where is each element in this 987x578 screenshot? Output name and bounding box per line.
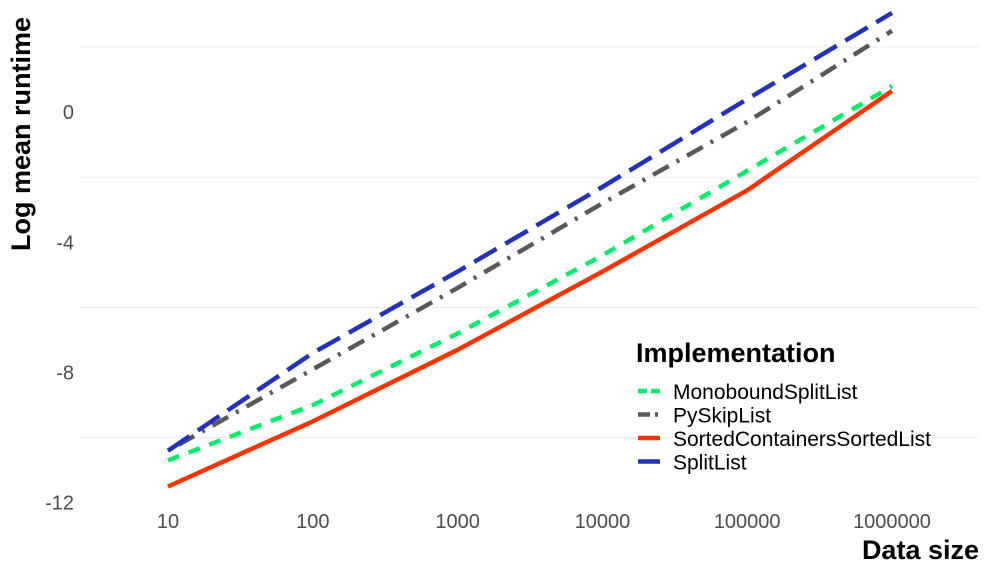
x-tick-label: 1000000 [853,511,931,533]
series-line-splitlist [166,10,894,453]
x-tick-label: 10 [157,511,179,533]
x-tick-labels: 10 100 1000 10000 100000 1000000 [157,511,931,533]
legend-title: Implementation [636,338,836,368]
y-tick-label: -4 [56,232,74,254]
legend-item: MonoboundSplitList [638,381,858,404]
series-line-monoboundsplitlist [167,84,894,463]
x-axis-title: Data size [862,535,979,565]
legend: Implementation MonoboundSplitListPySkipL… [636,338,931,475]
legend-items: MonoboundSplitListPySkipListSortedContai… [638,381,931,475]
x-tick-label: 100 [296,511,329,533]
legend-item: SortedContainersSortedList [638,428,931,451]
legend-item: SplitList [638,452,747,475]
grid-lines [80,46,979,439]
series-line-pyskiplist [166,28,894,453]
y-tick-label: 0 [63,102,74,124]
y-tick-label: -12 [45,493,74,515]
legend-label: SortedContainersSortedList [673,428,931,451]
y-axis-title: Log mean runtime [6,17,36,251]
y-tick-label: -8 [56,363,74,385]
series-line-sortedcontainerssortedlist [167,89,894,489]
legend-item: PySkipList [638,405,771,428]
legend-label: PySkipList [673,405,771,428]
x-tick-label: 10000 [575,511,631,533]
legend-label: SplitList [673,452,747,475]
x-tick-label: 100000 [714,511,781,533]
y-tick-labels: 0 -4 -8 -12 [45,102,74,515]
legend-label: MonoboundSplitList [673,381,858,404]
series-lines [166,10,894,489]
x-tick-label: 1000 [435,511,480,533]
